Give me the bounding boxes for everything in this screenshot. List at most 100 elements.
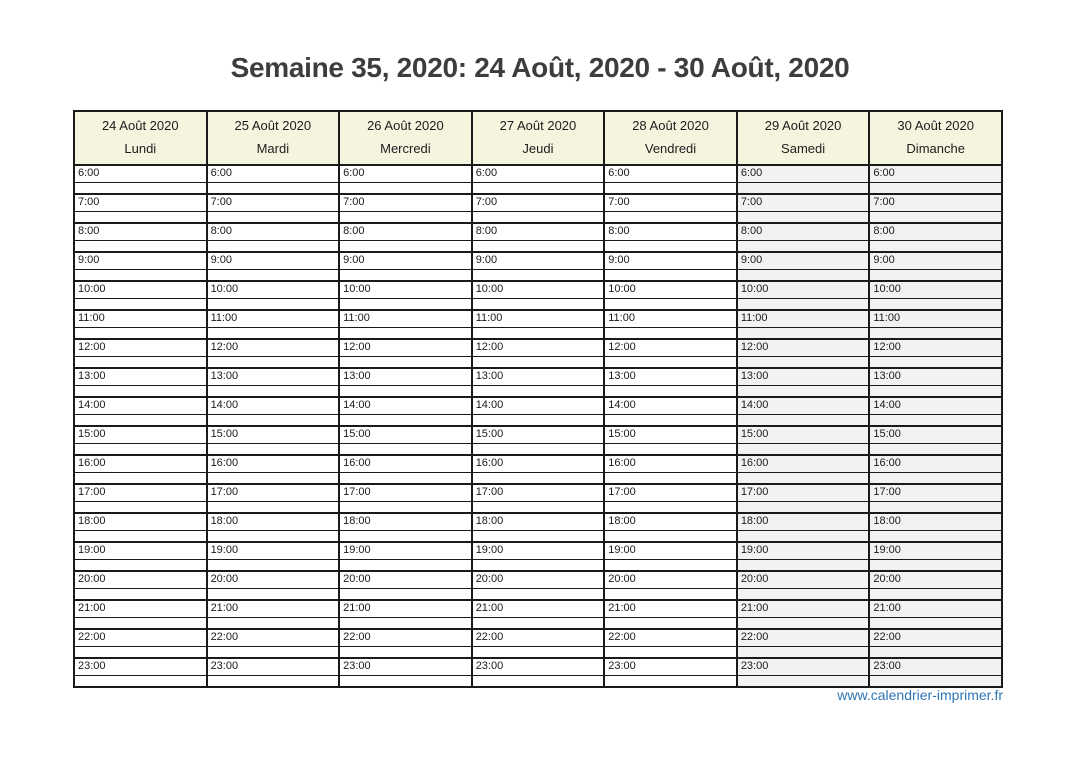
blank-row xyxy=(73,414,1002,427)
time-label: 13:00 xyxy=(78,370,106,382)
time-label: 12:00 xyxy=(343,341,371,353)
hour-row: 7:00 7:00 7:00 7:00 7:00 7:00 7:00 xyxy=(73,194,1002,212)
website-link[interactable]: www.calendrier-imprimer.fr xyxy=(837,687,1003,703)
day-date: 28 Août 2020 xyxy=(632,118,709,133)
time-label: 7:00 xyxy=(608,196,630,208)
time-cell: 21:00 xyxy=(338,600,472,618)
time-label: 12:00 xyxy=(873,341,901,353)
empty-slot-cell xyxy=(73,472,207,485)
time-cell: 8:00 xyxy=(205,223,340,241)
empty-slot-cell xyxy=(735,240,870,253)
time-cell: 19:00 xyxy=(735,542,870,560)
empty-slot-cell xyxy=(338,182,472,195)
time-label: 11:00 xyxy=(210,312,238,324)
empty-slot-cell xyxy=(73,501,207,514)
empty-slot-cell xyxy=(603,414,737,427)
empty-slot-cell xyxy=(73,414,207,427)
calendar-header: 24 Août 2020 Lundi 25 Août 2020 Mardi 26 Aoû… xyxy=(73,111,1002,166)
time-cell: 22:00 xyxy=(73,629,207,647)
time-cell: 14:00 xyxy=(73,397,207,415)
empty-slot-cell xyxy=(338,356,472,369)
time-label: 20:00 xyxy=(78,573,106,585)
time-label: 23:00 xyxy=(78,660,106,672)
blank-row xyxy=(73,269,1002,282)
time-cell: 20:00 xyxy=(470,571,605,589)
time-cell: 23:00 xyxy=(470,658,605,676)
time-cell: 17:00 xyxy=(470,484,605,502)
time-label: 19:00 xyxy=(210,544,239,556)
time-label: 8:00 xyxy=(343,225,365,237)
hour-row: 10:00 10:00 10:00 10:00 10:00 10:00 10:00 xyxy=(73,281,1002,299)
hour-row: 19:00 19:00 19:00 19:00 19:00 19:00 19:00 xyxy=(73,542,1002,560)
day-header: 30 Août 2020 Dimanche xyxy=(868,111,1002,166)
blank-row xyxy=(73,356,1002,369)
time-label: 10:00 xyxy=(78,283,106,295)
empty-slot-cell xyxy=(603,530,737,543)
empty-slot-cell xyxy=(338,385,472,398)
time-label: 16:00 xyxy=(78,457,106,469)
time-label: 13:00 xyxy=(873,370,901,382)
time-label: 6:00 xyxy=(343,167,365,179)
empty-slot-cell xyxy=(205,240,340,253)
empty-slot-cell xyxy=(868,327,1002,340)
empty-slot-cell xyxy=(470,530,605,543)
time-cell: 12:00 xyxy=(735,339,870,357)
empty-slot-cell xyxy=(338,240,472,253)
day-header: 24 Août 2020 Lundi xyxy=(73,111,207,166)
time-cell: 12:00 xyxy=(73,339,207,357)
empty-slot-cell xyxy=(338,414,472,427)
empty-slot-cell xyxy=(470,443,605,456)
empty-slot-cell xyxy=(868,211,1002,224)
time-label: 18:00 xyxy=(873,515,901,527)
empty-slot-cell xyxy=(735,327,870,340)
time-label: 22:00 xyxy=(873,631,901,643)
time-cell: 10:00 xyxy=(868,281,1002,299)
time-label: 12:00 xyxy=(475,341,504,353)
blank-row xyxy=(73,211,1002,224)
time-label: 18:00 xyxy=(475,515,504,527)
empty-slot-cell xyxy=(470,617,605,630)
time-label: 19:00 xyxy=(343,544,371,556)
time-label: 11:00 xyxy=(740,312,768,324)
time-label: 15:00 xyxy=(740,428,769,440)
empty-slot-cell xyxy=(470,182,605,195)
empty-slot-cell xyxy=(205,501,340,514)
time-cell: 7:00 xyxy=(868,194,1002,212)
time-label: 17:00 xyxy=(78,486,106,498)
time-cell: 22:00 xyxy=(470,629,605,647)
time-label: 19:00 xyxy=(475,544,504,556)
time-cell: 7:00 xyxy=(470,194,605,212)
time-label: 10:00 xyxy=(475,283,504,295)
empty-slot-cell xyxy=(338,675,472,688)
time-cell: 23:00 xyxy=(338,658,472,676)
empty-slot-cell xyxy=(470,472,605,485)
time-label: 14:00 xyxy=(78,399,106,411)
time-cell: 15:00 xyxy=(603,426,737,444)
time-cell: 6:00 xyxy=(868,165,1002,183)
time-label: 6:00 xyxy=(78,167,100,179)
empty-slot-cell xyxy=(735,501,870,514)
empty-slot-cell xyxy=(603,617,737,630)
time-label: 6:00 xyxy=(210,167,232,179)
empty-slot-cell xyxy=(205,588,340,601)
time-label: 12:00 xyxy=(608,341,636,353)
time-cell: 19:00 xyxy=(205,542,340,560)
time-cell: 20:00 xyxy=(868,571,1002,589)
empty-slot-cell xyxy=(338,327,472,340)
empty-slot-cell xyxy=(735,675,870,688)
time-cell: 12:00 xyxy=(338,339,472,357)
blank-row xyxy=(73,472,1002,485)
empty-slot-cell xyxy=(470,559,605,572)
hour-row: 13:00 13:00 13:00 13:00 13:00 13:00 13:00 xyxy=(73,368,1002,386)
time-label: 21:00 xyxy=(78,602,106,614)
time-cell: 11:00 xyxy=(470,310,605,328)
empty-slot-cell xyxy=(470,414,605,427)
time-label: 20:00 xyxy=(210,573,239,585)
time-label: 17:00 xyxy=(475,486,504,498)
time-cell: 23:00 xyxy=(603,658,737,676)
empty-slot-cell xyxy=(470,211,605,224)
time-label: 8:00 xyxy=(608,225,630,237)
time-label: 17:00 xyxy=(740,486,769,498)
time-cell: 22:00 xyxy=(603,629,737,647)
